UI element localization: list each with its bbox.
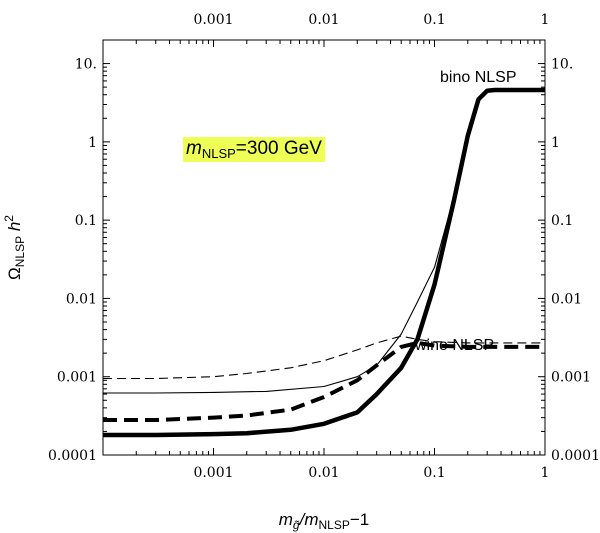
y-tick-label-left: 10. bbox=[75, 57, 97, 73]
wino-nlsp-label: wino NLSP bbox=[414, 337, 494, 354]
y-tick-label-right: 0.001 bbox=[551, 370, 591, 386]
series-thin-solid bbox=[103, 89, 545, 394]
series-curves bbox=[103, 87, 545, 438]
mass-annotation: mNLSP=300 GeV bbox=[186, 138, 322, 161]
x-tick-label-top: 0.001 bbox=[193, 12, 233, 28]
bino-nlsp-label: bino NLSP bbox=[440, 69, 517, 86]
y-tick-label-right: 1 bbox=[551, 135, 560, 151]
y-tick-label-right: 0.0001 bbox=[551, 448, 600, 464]
x-tick-label-top: 0.01 bbox=[308, 12, 339, 28]
mass-annotation-value: =300 GeV bbox=[236, 138, 322, 159]
x-tick-label-top: 0.1 bbox=[423, 12, 445, 28]
x-tick-label-bottom: 0.001 bbox=[193, 465, 233, 481]
y-tick-label-left: 1 bbox=[88, 135, 97, 151]
series-thin-dashed bbox=[103, 335, 545, 380]
y-axis-title: ΩNLSP h2 bbox=[2, 215, 27, 280]
x-axis-title: mg̃/mNLSP−1 bbox=[279, 510, 370, 532]
y-tick-label-left: 0.0001 bbox=[48, 448, 97, 464]
y-tick-label-right: 10. bbox=[551, 57, 573, 73]
mass-annotation-subscript: NLSP bbox=[202, 146, 236, 161]
y-tick-label-right: 0.1 bbox=[551, 213, 573, 229]
x-tick-label-bottom: 0.01 bbox=[308, 465, 339, 481]
series-thick-dashed bbox=[103, 340, 545, 422]
y-tick-label-left: 0.001 bbox=[57, 370, 97, 386]
x-tick-label-bottom: 1 bbox=[541, 465, 550, 481]
mass-annotation-background bbox=[183, 137, 326, 162]
y-tick-label-left: 0.1 bbox=[75, 213, 97, 229]
y-tick-label-left: 0.01 bbox=[66, 291, 97, 307]
axis-ticks bbox=[102, 39, 545, 456]
x-tick-label-top: 1 bbox=[541, 12, 550, 28]
x-tick-label-bottom: 0.1 bbox=[423, 465, 445, 481]
y-tick-label-right: 0.01 bbox=[551, 291, 582, 307]
mass-annotation-symbol: m bbox=[186, 138, 202, 159]
